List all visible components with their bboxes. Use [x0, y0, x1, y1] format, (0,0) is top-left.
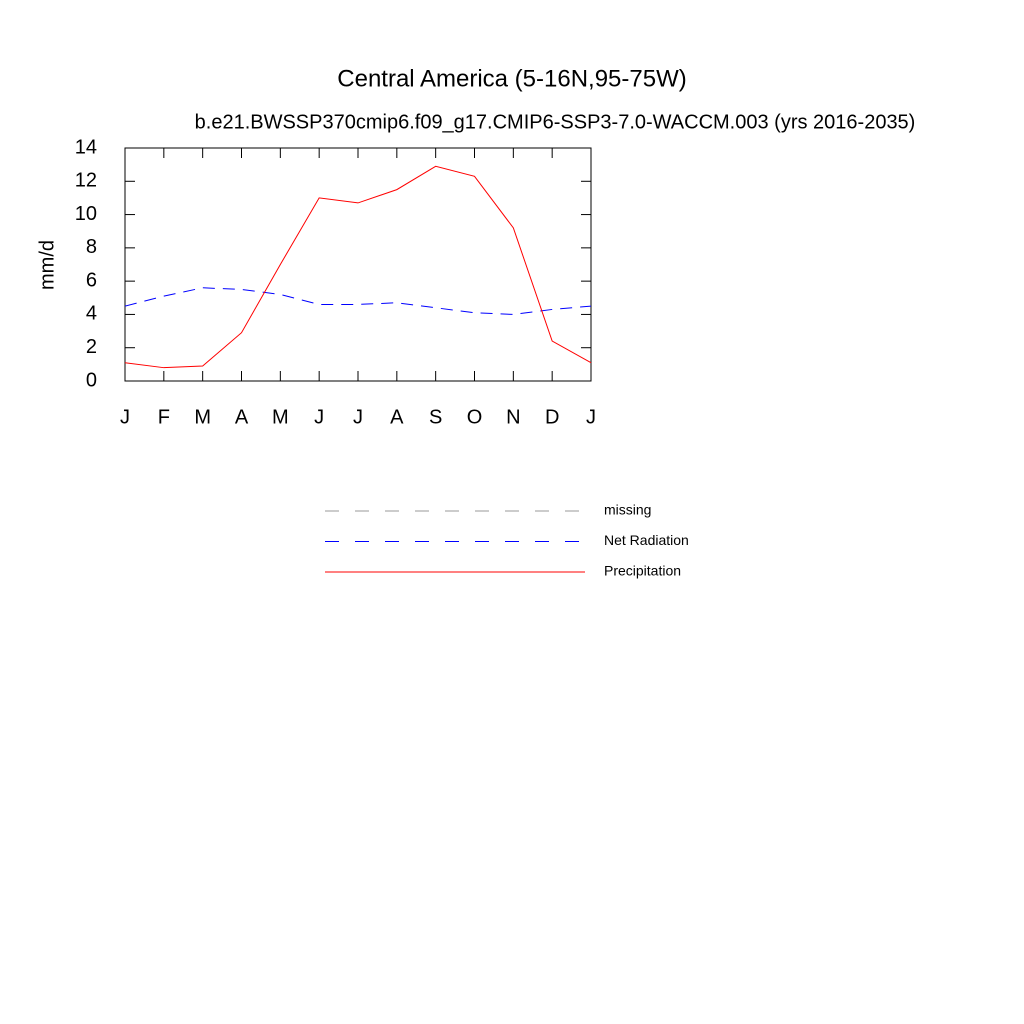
y-tick-label: 12	[75, 170, 97, 192]
chart-subtitle: b.e21.BWSSP370cmip6.f09_g17.CMIP6-SSP3-7…	[195, 111, 916, 133]
x-tick-label: J	[586, 406, 596, 428]
y-tick-label: 4	[86, 303, 97, 325]
x-tick-label: M	[272, 406, 289, 428]
x-tick-label: J	[120, 406, 130, 428]
y-axis-label: mm/d	[36, 240, 58, 290]
y-tick-label: 6	[86, 269, 97, 291]
x-tick-label: J	[353, 406, 363, 428]
x-tick-label: M	[194, 406, 211, 428]
y-tick-label: 0	[86, 369, 97, 391]
y-tick-label: 10	[75, 203, 97, 225]
x-tick-label: F	[158, 406, 170, 428]
legend-label: Precipitation	[604, 563, 681, 579]
y-tick-label: 2	[86, 336, 97, 358]
legend-label: missing	[604, 502, 651, 518]
chart-title: Central America (5-16N,95-75W)	[337, 65, 686, 92]
x-tick-label: S	[429, 406, 442, 428]
series-line	[124, 287, 592, 315]
y-tick-label: 14	[75, 136, 97, 158]
legend-label: Net Radiation	[604, 532, 689, 548]
plot-frame	[124, 147, 592, 382]
x-tick-label: A	[390, 406, 404, 428]
x-tick-label: D	[545, 406, 559, 428]
x-tick-label: N	[506, 406, 520, 428]
x-tick-label: A	[235, 406, 249, 428]
y-tick-label: 8	[86, 236, 97, 258]
x-tick-label: O	[467, 406, 483, 428]
x-tick-label: J	[314, 406, 324, 428]
series-line	[124, 165, 592, 369]
